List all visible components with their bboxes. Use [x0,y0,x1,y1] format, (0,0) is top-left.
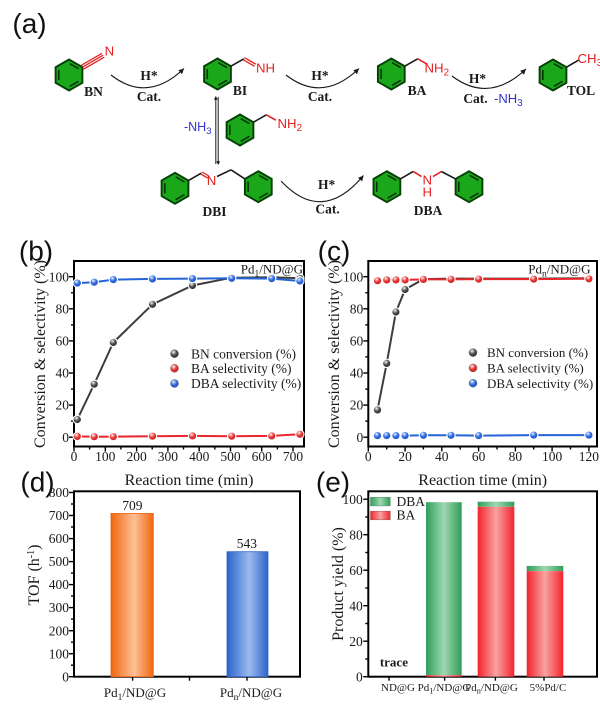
svg-text:120: 120 [579,449,600,464]
svg-text:DBA selectivity (%): DBA selectivity (%) [487,376,593,391]
svg-text:300: 300 [158,449,179,464]
svg-text:100: 100 [542,449,563,464]
svg-text:H: H [423,185,433,200]
svg-text:80: 80 [56,301,70,316]
svg-text:500: 500 [49,554,70,569]
svg-text:BN conversion (%): BN conversion (%) [487,345,588,360]
svg-text:60: 60 [350,334,364,349]
svg-text:20: 20 [350,398,364,413]
svg-text:0: 0 [71,449,78,464]
svg-text:400: 400 [49,577,70,592]
svg-text:5%Pd/C: 5%Pd/C [530,682,567,694]
svg-text:NH: NH [256,61,275,76]
svg-text:20: 20 [56,398,70,413]
svg-text:BI: BI [233,83,247,98]
svg-text:Conversion & selectivity (%): Conversion & selectivity (%) [32,260,49,448]
svg-text:40: 40 [435,449,449,464]
svg-text:100: 100 [343,492,364,507]
svg-text:700: 700 [49,508,70,523]
svg-text:BA: BA [397,508,416,523]
svg-text:709: 709 [122,498,143,513]
svg-text:H*: H* [318,177,336,192]
svg-text:0: 0 [365,449,372,464]
svg-text:H*: H* [311,68,329,83]
svg-text:0: 0 [357,430,364,445]
svg-text:Product yield (%): Product yield (%) [330,527,347,641]
svg-text:700: 700 [283,449,304,464]
svg-text:60: 60 [472,449,486,464]
svg-text:200: 200 [49,623,70,638]
svg-text:60: 60 [56,334,70,349]
svg-text:600: 600 [252,449,273,464]
svg-text:80: 80 [349,527,363,542]
svg-text:500: 500 [220,449,241,464]
svg-text:DBA: DBA [414,203,443,218]
svg-text:Conversion & selectivity (%): Conversion & selectivity (%) [326,260,343,448]
svg-text:100: 100 [343,269,364,284]
svg-text:Reaction time (min): Reaction time (min) [418,472,547,489]
svg-text:(a): (a) [12,8,46,39]
svg-text:40: 40 [350,366,364,381]
svg-text:300: 300 [49,600,70,615]
svg-text:100: 100 [95,449,116,464]
svg-text:543: 543 [237,536,258,551]
svg-text:BN conversion (%): BN conversion (%) [191,346,296,361]
svg-text:N: N [207,173,217,188]
svg-text:200: 200 [126,449,147,464]
svg-text:DBA selectivity (%): DBA selectivity (%) [191,376,301,391]
svg-text:0: 0 [62,430,69,445]
svg-text:Reaction time (min): Reaction time (min) [125,472,254,489]
svg-text:DBA: DBA [397,494,426,509]
svg-text:40: 40 [349,598,363,613]
svg-text:BA selectivity (%): BA selectivity (%) [191,361,291,376]
svg-text:ND@G: ND@G [381,682,415,694]
svg-text:BA: BA [408,83,427,98]
svg-text:80: 80 [350,301,364,316]
svg-text:60: 60 [349,563,363,578]
svg-text:100: 100 [49,646,70,661]
svg-text:80: 80 [509,449,523,464]
svg-text:DBI: DBI [202,204,226,219]
svg-text:800: 800 [49,485,70,500]
svg-text:Cat.: Cat. [315,202,339,217]
svg-text:Cat.: Cat. [463,91,487,106]
svg-text:Cat.: Cat. [137,89,161,104]
svg-text:trace: trace [380,655,408,670]
svg-text:TOL: TOL [567,83,595,98]
svg-text:Cat.: Cat. [308,89,332,104]
svg-text:20: 20 [349,634,363,649]
svg-text:Pd1/ND@G: Pd1/ND@G [418,682,471,696]
svg-text:BA selectivity (%): BA selectivity (%) [487,361,584,376]
svg-text:H*: H* [469,71,487,86]
svg-text:0: 0 [356,669,363,684]
svg-text:600: 600 [49,531,70,546]
svg-text:40: 40 [56,366,70,381]
svg-text:0: 0 [62,669,69,684]
svg-text:400: 400 [189,449,210,464]
svg-text:Pdn/ND@G: Pdn/ND@G [465,682,518,696]
svg-text:N: N [105,44,115,59]
svg-text:BN: BN [84,84,103,99]
svg-text:20: 20 [398,449,412,464]
svg-text:H*: H* [140,68,158,83]
svg-text:100: 100 [49,269,70,284]
